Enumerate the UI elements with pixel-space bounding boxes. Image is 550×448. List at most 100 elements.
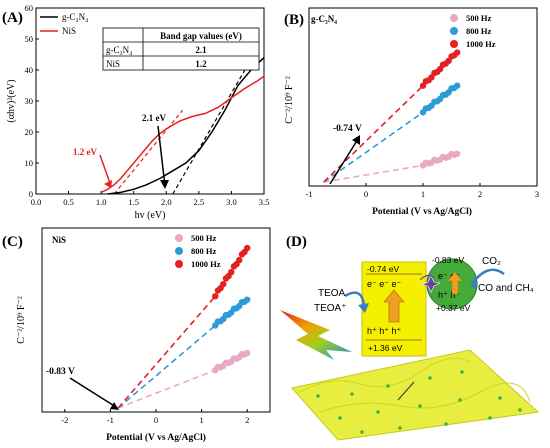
surface-dot	[338, 416, 342, 420]
data-point-1000hz	[212, 293, 219, 300]
extrapolation-line-1000hz	[117, 295, 216, 409]
gc3n4-cb-label: -0.74 eV	[367, 264, 399, 274]
legend-marker-800hz	[175, 247, 183, 255]
panel-a: (A) 0.0 0.5 1.0 1.5 2.0 2.5 3.0 3.5 0 10 20 30 40 50 6…	[2, 3, 269, 221]
y-tick-label-a: 20	[25, 127, 34, 137]
panel-label-c: (C)	[2, 234, 23, 250]
annotation-nis-gap: 1.2 eV	[73, 147, 97, 157]
arrowhead-nis-gap	[104, 180, 112, 188]
table-header: Band gap values (eV)	[160, 31, 242, 41]
data-point-1000hz	[228, 268, 235, 276]
table-row-gc3n4-value: 2.1	[195, 45, 207, 55]
flat-band-arrow-c	[69, 377, 117, 408]
x-tick-label: 2	[478, 189, 482, 199]
surface-dot	[518, 408, 522, 412]
y-axis-label-a: (αhv)²(eV)	[6, 79, 17, 122]
flat-band-arrow-b	[329, 138, 359, 185]
gc3n4-vb-label: +1.36 eV	[368, 343, 403, 353]
y-tick-label-a: 30	[25, 96, 34, 106]
band-gap-table: Band gap values (eV) g-C₃N₄ 2.1 NiS 1.2	[102, 27, 260, 71]
panel-label-d: (D)	[286, 234, 307, 250]
x-axis-label-b: Potential (V vs Ag/AgCl)	[372, 206, 472, 217]
x-tick-label: 1	[421, 189, 425, 199]
teoa-oxidation-arrowhead	[358, 303, 369, 313]
surface-dot	[428, 376, 432, 380]
legend-label-500hz: 500 Hz	[466, 13, 491, 23]
teoa-oxidation-swirl	[344, 291, 366, 307]
arrowhead-gc3n4-gap	[160, 180, 169, 189]
x-tick-label: -1	[305, 189, 312, 199]
light-bolt-icon	[280, 310, 352, 360]
co2-label: CO₂	[482, 256, 501, 267]
surface-dot	[350, 392, 354, 396]
x-tick-label-a: 3.5	[259, 197, 270, 207]
sample-label-b: g-C₃N₄	[311, 14, 337, 24]
annotation-gc3n4-gap: 2.1 eV	[142, 113, 166, 123]
x-tick-label-a: 2.5	[194, 197, 205, 207]
legend-label-800hz: 800 Hz	[191, 246, 216, 256]
x-tick-label: 2	[245, 415, 249, 425]
flat-band-arrowhead-b	[352, 135, 360, 145]
series-line-nis	[100, 75, 265, 194]
gc3n4-sheet-surface	[291, 349, 540, 441]
data-point-800hz	[244, 296, 251, 303]
electron-transfer-arrow	[419, 274, 435, 281]
legend-label-1000hz: 1000 Hz	[466, 39, 496, 49]
x-tick-label-a: 0.5	[63, 197, 74, 207]
table-row-nis-name: NiS	[106, 59, 120, 69]
x-axis-label-c: Potential (V vs Ag/AgCl)	[106, 432, 206, 443]
products-label: CO and CH₄	[478, 283, 534, 294]
co2-reduction-swirl	[470, 268, 505, 285]
y-tick-label-a: 50	[25, 34, 34, 44]
surface-dot	[498, 396, 502, 400]
nis-excitation-arrow	[447, 271, 463, 295]
nis-cb-label: -0.83 eV	[432, 255, 464, 265]
legend-marker-800hz	[450, 27, 458, 35]
panel-label-a: (A)	[2, 10, 23, 26]
y-axis-label-b: C⁻²/10⁹ F⁻²	[284, 76, 295, 124]
legend-marker-500hz	[450, 14, 458, 22]
extrapolation-line-500hz	[117, 369, 216, 409]
nis-vb-label: +0.37 eV	[436, 303, 471, 313]
legend-label-nis: NiS	[62, 26, 76, 36]
x-tick-label-a: 1.0	[96, 197, 107, 207]
plot-frame-c	[41, 227, 271, 413]
arrow-nis-gap	[99, 154, 112, 187]
surface-pointer	[397, 381, 415, 401]
teoa-oxidized-label: TEOA⁺	[314, 303, 347, 314]
nis-holes: h⁺ h⁺	[438, 290, 460, 300]
teoa-label: TEOA	[318, 288, 346, 299]
table-row-gc3n4-name: g-C₃N₄	[106, 45, 132, 55]
x-tick-label: 1	[199, 415, 203, 425]
legend-marker-500hz	[175, 234, 183, 242]
surface-dot	[386, 384, 390, 388]
surface-dot	[460, 370, 464, 374]
y-tick-label-a: 10	[25, 158, 34, 168]
x-tick-label: 0	[154, 415, 158, 425]
interface-star	[421, 275, 441, 293]
panel-d: (D) -0.74 eV e⁻ e⁻ e⁻ h⁺ h⁺ h⁺ +1.36 eV …	[280, 234, 540, 441]
tangent-fit-line	[172, 47, 259, 195]
surface-dot	[376, 410, 380, 414]
surface-dot	[398, 426, 402, 430]
surface-dot	[418, 404, 422, 408]
x-tick-label-a: 2.0	[161, 197, 172, 207]
surface-dot	[444, 422, 448, 426]
x-tick-label-a: 3.0	[226, 197, 237, 207]
panel-label-b: (B)	[284, 12, 304, 28]
data-point-1000hz	[236, 256, 243, 264]
table-row-nis-value: 1.2	[195, 59, 207, 69]
y-tick-label-a: 40	[25, 65, 34, 75]
series-line-gc3n4	[107, 57, 265, 195]
arrow-gc3n4-gap	[157, 125, 166, 187]
y-axis-label-c: C⁻²/10⁹ F⁻²	[16, 296, 27, 344]
gc3n4-holes: h⁺ h⁺ h⁺	[367, 326, 402, 336]
flat-band-arrowhead-c	[110, 402, 119, 410]
data-point-1000hz	[244, 244, 251, 252]
panel-c: (C) NiS -2 -1 0 1 2 C⁻²/10⁹ F⁻² Potential (V…	[2, 227, 271, 443]
x-tick-label-a: 1.5	[128, 197, 139, 207]
data-point-1000hz	[220, 280, 227, 288]
plot-frame-b	[308, 7, 538, 187]
surface-ridge	[319, 382, 531, 413]
